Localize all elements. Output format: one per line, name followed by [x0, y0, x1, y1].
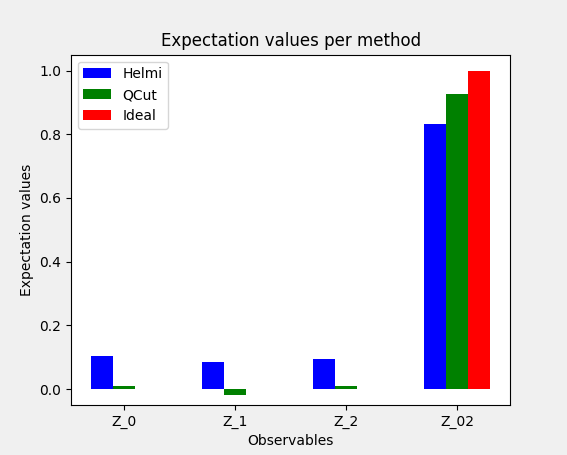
- Bar: [468, 71, 490, 389]
- Bar: [424, 124, 446, 389]
- Bar: [91, 356, 113, 389]
- X-axis label: Observables: Observables: [247, 434, 334, 448]
- Title: Expectation values per method: Expectation values per method: [160, 32, 421, 50]
- Bar: [313, 359, 335, 389]
- Bar: [202, 362, 224, 389]
- Bar: [113, 386, 136, 389]
- Legend: Helmi, QCut, Ideal: Helmi, QCut, Ideal: [78, 61, 168, 129]
- Bar: [335, 386, 357, 389]
- Bar: [224, 389, 246, 395]
- Bar: [446, 95, 468, 389]
- Y-axis label: Expectation values: Expectation values: [20, 164, 33, 296]
